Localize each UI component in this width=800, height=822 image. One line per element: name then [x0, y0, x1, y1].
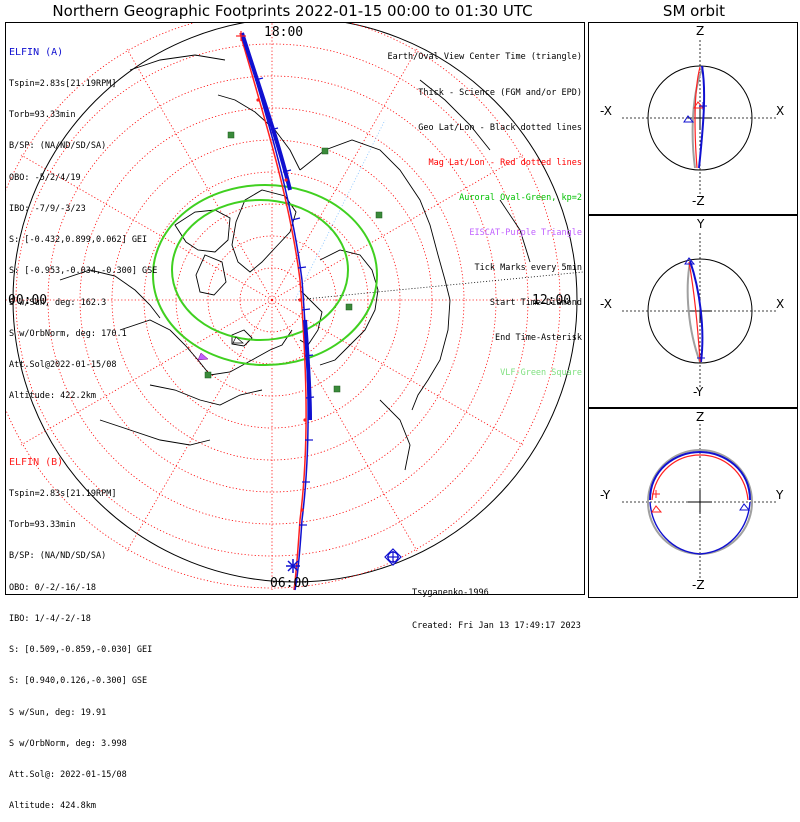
elfin-a-line: Altitude: 422.2km — [9, 391, 157, 401]
elfin-a-info: ELFIN (A) Tspin=2.83s[21.19RPM] Torb=93.… — [9, 27, 157, 412]
clock-label-top: 18:00 — [264, 25, 303, 40]
elfin-b-line: Altitude: 424.8km — [9, 801, 152, 811]
panel2-top-label: Y — [697, 217, 704, 231]
legend-item: EISCAT-Purple Triangle — [388, 228, 582, 240]
panel2-bottom-label: -Y — [693, 385, 703, 399]
panel2-left-label: -X — [600, 297, 612, 311]
panel1-bottom-label: -Z — [692, 194, 705, 208]
elfin-b-line: B/SP: (NA/ND/SD/SA) — [9, 551, 152, 561]
sm-orbit-title: SM orbit — [588, 2, 800, 20]
end-asterisk — [286, 559, 300, 573]
elfin-a-line: Tspin=2.83s[21.19RPM] — [9, 79, 157, 89]
elfin-b-info: ELFIN (B) Tspin=2.83s[21.19RPM] Torb=93.… — [9, 437, 152, 822]
panel3-top-label: Z — [696, 410, 704, 424]
panel1-left-label: -X — [600, 104, 612, 118]
footer: Tsyganenko-1996 Created: Fri Jan 13 17:4… — [412, 566, 581, 643]
sm-panel-yz — [588, 408, 798, 598]
elfin-a-line: Torb=93.33min — [9, 110, 157, 120]
elfin-a-line: S: [-0.953,-0.034,-0.300] GSE — [9, 266, 157, 276]
elfin-a-line: IBO: -7/9/-3/23 — [9, 204, 157, 214]
elfin-b-line: S: [0.509,-0.859,-0.030] GEI — [9, 645, 152, 655]
elfin-a-line: S w/Sun, deg: 162.3 — [9, 298, 157, 308]
legend-item: Thick - Science (FGM and/or EPD) — [388, 88, 582, 100]
clock-label-bottom: 06:00 — [270, 576, 309, 591]
sm-panel-xy — [588, 215, 798, 408]
panel1-right-label: X — [776, 104, 784, 118]
elfin-b-line: IBO: 1/-4/-2/-18 — [9, 614, 152, 624]
legend-item: Geo Lat/Lon - Black dotted lines — [388, 123, 582, 135]
legend: Earth/Oval View Center Time (triangle) T… — [388, 29, 582, 392]
elfin-b-name: ELFIN (B) — [9, 458, 152, 468]
panel3-bottom-label: -Z — [692, 578, 705, 592]
elfin-a-line: OBO: -5/2/4/19 — [9, 173, 157, 183]
panel3-left-label: -Y — [600, 488, 610, 502]
panel3-right-label: Y — [776, 488, 783, 502]
panel2-right-label: X — [776, 297, 784, 311]
legend-item: VLF-Green Square — [388, 368, 582, 380]
legend-item: Auroral Oval-Green, kp=2 — [388, 193, 582, 205]
legend-item: Start Time-Diamond — [388, 298, 582, 310]
elfin-b-line: S: [0.940,0.126,-0.300] GSE — [9, 676, 152, 686]
elfin-a-line: S w/OrbNorm, deg: 170.1 — [9, 329, 157, 339]
sm-panel-xz — [588, 22, 798, 215]
elfin-a-line: Att.Sol@2022-01-15/08 — [9, 360, 157, 370]
legend-item: Mag Lat/Lon - Red dotted lines — [388, 158, 582, 170]
footer-model: Tsyganenko-1996 — [412, 588, 581, 599]
panel1-top-label: Z — [696, 24, 704, 38]
elfin-b-line: S w/Sun, deg: 19.91 — [9, 708, 152, 718]
legend-item: Earth/Oval View Center Time (triangle) — [388, 52, 582, 64]
elfin-b-line: OBO: 0/-2/-16/-18 — [9, 583, 152, 593]
elfin-b-line: Att.Sol@: 2022-01-15/08 — [9, 770, 152, 780]
elfin-b-line: Tspin=2.83s[21.19RPM] — [9, 489, 152, 499]
elfin-b-line: S w/OrbNorm, deg: 3.998 — [9, 739, 152, 749]
elfin-a-line: S: [-0.432,0.899,0.062] GEI — [9, 235, 157, 245]
elfin-b-line: Torb=93.33min — [9, 520, 152, 530]
elfin-a-name: ELFIN (A) — [9, 48, 157, 58]
elfin-a-line: B/SP: (NA/ND/SD/SA) — [9, 141, 157, 151]
legend-item: End Time-Asterisk — [388, 333, 582, 345]
legend-item: Tick Marks every 5min — [388, 263, 582, 275]
footer-created: Created: Fri Jan 13 17:49:17 2023 — [412, 621, 581, 632]
